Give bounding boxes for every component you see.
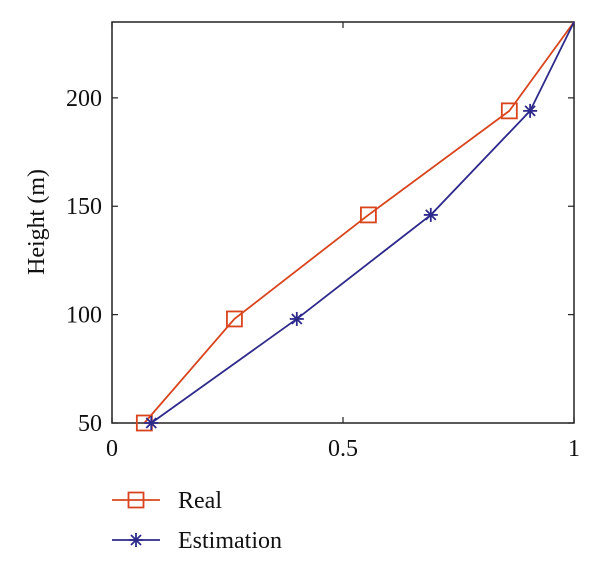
- x-tick-label: 0.5: [328, 436, 358, 462]
- y-tick-label: 50: [78, 411, 102, 437]
- series-line-real: [143, 21, 575, 424]
- data-point-real: [500, 102, 518, 120]
- legend-marker: [127, 491, 145, 509]
- data-point-real: [360, 206, 377, 224]
- plot-frame: [111, 21, 575, 424]
- legend-marker: [129, 533, 143, 547]
- y-tick-label: 100: [66, 303, 102, 329]
- data-point-estimation: [144, 416, 159, 430]
- legend: Real Estimation: [112, 488, 282, 554]
- x-tick-label: 1: [568, 436, 580, 462]
- x-tick-label: 0: [106, 436, 118, 462]
- y-tick-label: 150: [66, 194, 102, 220]
- data-point-estimation: [523, 103, 538, 118]
- y-axis-label: Height (m): [24, 169, 50, 275]
- legend-label: Estimation: [178, 528, 282, 554]
- data-point-estimation: [289, 311, 304, 326]
- data-point-estimation: [423, 207, 438, 222]
- data-point-real: [226, 310, 243, 328]
- y-tick-label: 200: [66, 86, 102, 112]
- legend-label: Real: [178, 488, 222, 514]
